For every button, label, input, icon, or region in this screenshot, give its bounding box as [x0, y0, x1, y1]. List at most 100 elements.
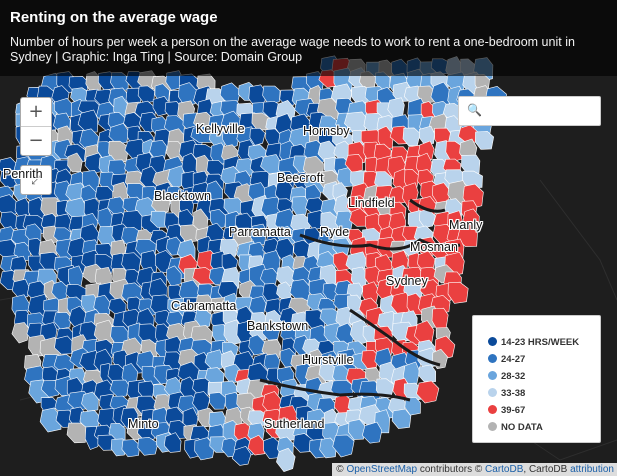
- legend-item: 28-32: [488, 370, 525, 383]
- suburb-region[interactable]: [53, 311, 72, 330]
- suburb-region[interactable]: [137, 420, 158, 442]
- attribution-link[interactable]: attribution: [570, 464, 614, 475]
- suburb-region[interactable]: [276, 447, 296, 473]
- suburb-region[interactable]: [362, 281, 380, 305]
- suburb-region[interactable]: [462, 208, 480, 229]
- suburb-region[interactable]: [474, 131, 495, 150]
- suburb-region[interactable]: [361, 421, 383, 444]
- suburb-region[interactable]: [461, 154, 481, 175]
- legend-swatch: [488, 421, 497, 431]
- suburb-region[interactable]: [336, 167, 355, 188]
- map-attribution: © OpenStreetMap contributors © CartoDB, …: [332, 463, 617, 476]
- suburb-region[interactable]: [54, 335, 75, 355]
- place-label: Hornsby: [303, 124, 350, 138]
- suburb-region[interactable]: [222, 128, 240, 150]
- suburb-region[interactable]: [0, 194, 18, 217]
- suburb-region[interactable]: [447, 281, 469, 304]
- place-label: Minto: [128, 417, 159, 431]
- map-header: Renting on the average wage Number of ho…: [0, 0, 617, 76]
- suburb-region[interactable]: [247, 410, 268, 428]
- suburb-region[interactable]: [204, 349, 224, 370]
- map-title: Renting on the average wage: [10, 9, 218, 26]
- legend-label: 33-38: [501, 388, 526, 399]
- suburb-region[interactable]: [151, 194, 171, 215]
- suburb-region[interactable]: [332, 434, 355, 458]
- place-label: Cabramatta: [171, 299, 237, 313]
- place-label: Ryde: [320, 225, 350, 239]
- fullscreen-button[interactable]: ⤢: [20, 165, 52, 195]
- waterways: [259, 198, 461, 402]
- place-label: Lindfield: [348, 196, 395, 210]
- suburb-region[interactable]: [11, 322, 30, 344]
- suburb-region[interactable]: [219, 238, 239, 258]
- legend-item: 33-38: [488, 387, 525, 400]
- suburb-region[interactable]: [24, 223, 42, 242]
- map-legend: 14-23 HRS/WEEK 24-27 28-32 33-38 39-67 NO DAT…: [472, 315, 601, 443]
- suburb-region[interactable]: [11, 278, 30, 299]
- search-input[interactable]: [485, 101, 597, 121]
- suburb-region[interactable]: [361, 349, 379, 369]
- place-label: Mosman: [410, 240, 458, 254]
- suburb-region[interactable]: [93, 294, 111, 317]
- suburb-region[interactable]: [457, 223, 478, 247]
- zoom-out-button[interactable]: −: [21, 126, 51, 155]
- suburb-region[interactable]: [262, 320, 281, 341]
- suburb-region[interactable]: [177, 82, 198, 107]
- place-label: Beecroft: [277, 171, 324, 185]
- suburb-region[interactable]: [137, 436, 159, 456]
- map-subtitle: Number of hours per week a person on the…: [10, 35, 575, 64]
- suburb-region[interactable]: [404, 397, 421, 416]
- suburb-region[interactable]: [262, 85, 281, 105]
- suburb-region[interactable]: [249, 127, 266, 146]
- suburb-region[interactable]: [108, 123, 130, 145]
- suburb-region[interactable]: [219, 82, 241, 104]
- legend-item: NO DATA: [488, 421, 543, 434]
- suburb-region[interactable]: [344, 111, 368, 133]
- legend-item: 14-23 HRS/WEEK: [488, 336, 579, 349]
- magnifier-icon: 🔍: [467, 103, 482, 117]
- legend-label: 14-23 HRS/WEEK: [501, 337, 580, 348]
- suburb-region[interactable]: [247, 434, 267, 456]
- suburb-region[interactable]: [81, 391, 99, 412]
- suburb-region[interactable]: [279, 89, 297, 106]
- suburb-region[interactable]: [163, 432, 182, 453]
- suburb-region[interactable]: [121, 439, 140, 458]
- suburb-region[interactable]: [194, 309, 212, 329]
- cartodb-link[interactable]: CartoDB: [485, 464, 524, 475]
- legend-swatch: [488, 370, 497, 380]
- suburb-region[interactable]: [209, 392, 227, 410]
- suburb-region[interactable]: [291, 196, 309, 217]
- legend-swatch: [488, 404, 497, 414]
- suburb-region[interactable]: [77, 109, 99, 133]
- suburb-region[interactable]: [79, 350, 101, 373]
- legend-label: NO DATA: [501, 422, 543, 433]
- suburb-region[interactable]: [140, 250, 158, 275]
- suburb-region[interactable]: [109, 379, 130, 398]
- legend-item: 39-67: [488, 404, 525, 417]
- search-box[interactable]: 🔍: [458, 96, 601, 126]
- suburb-region[interactable]: [231, 446, 252, 466]
- suburb-region[interactable]: [39, 407, 62, 433]
- suburb-region[interactable]: [344, 153, 363, 173]
- suburb-region[interactable]: [391, 408, 412, 429]
- suburb-region[interactable]: [166, 265, 182, 287]
- place-label: Sydney: [386, 274, 428, 288]
- suburb-region[interactable]: [304, 309, 326, 329]
- suburb-region[interactable]: [66, 422, 89, 444]
- legend-label: 28-32: [501, 371, 526, 382]
- osm-link[interactable]: OpenStreetMap: [346, 464, 418, 475]
- place-label: Penrith: [3, 167, 43, 181]
- zoom-in-button[interactable]: +: [28, 101, 44, 122]
- suburb-region[interactable]: [348, 419, 367, 440]
- suburb-region[interactable]: [418, 364, 437, 382]
- suburb-region[interactable]: [416, 380, 440, 404]
- zoom-control: + −: [20, 97, 52, 156]
- place-label: Manly: [449, 218, 483, 232]
- place-label: Blacktown: [154, 189, 211, 203]
- legend-item: 24-27: [488, 353, 525, 366]
- suburb-region[interactable]: [419, 125, 435, 145]
- legend-label: 24-27: [501, 354, 526, 365]
- suburb-region[interactable]: [319, 437, 337, 459]
